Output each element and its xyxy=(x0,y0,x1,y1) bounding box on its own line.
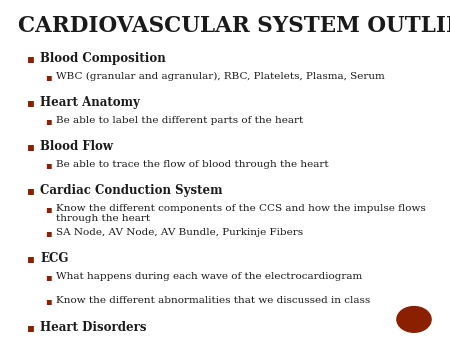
Text: ▪: ▪ xyxy=(45,72,52,82)
Text: ▪: ▪ xyxy=(27,96,35,109)
Text: Heart Disorders: Heart Disorders xyxy=(40,321,147,334)
Text: WBC (granular and agranular), RBC, Platelets, Plasma, Serum: WBC (granular and agranular), RBC, Plate… xyxy=(56,72,385,81)
Text: ▪: ▪ xyxy=(45,228,52,238)
Text: ▪: ▪ xyxy=(27,252,35,265)
Text: Be able to label the different parts of the heart: Be able to label the different parts of … xyxy=(56,116,303,125)
Text: ▪: ▪ xyxy=(27,52,35,65)
Text: SA Node, AV Node, AV Bundle, Purkinje Fibers: SA Node, AV Node, AV Bundle, Purkinje Fi… xyxy=(56,228,303,237)
Text: ECG: ECG xyxy=(40,252,69,265)
Text: Know the different abnormalities that we discussed in class: Know the different abnormalities that we… xyxy=(56,296,370,306)
Text: ▪: ▪ xyxy=(27,184,35,197)
Text: Blood Flow: Blood Flow xyxy=(40,140,113,153)
Text: ▪: ▪ xyxy=(45,296,52,307)
Circle shape xyxy=(397,307,431,332)
Text: Know the different components of the CCS and how the impulse flows
through the h: Know the different components of the CCS… xyxy=(56,204,426,223)
Text: ▪: ▪ xyxy=(45,204,52,214)
Text: ▪: ▪ xyxy=(27,140,35,153)
Text: ▪: ▪ xyxy=(45,160,52,170)
Text: Heart Anatomy: Heart Anatomy xyxy=(40,96,140,109)
Text: ▪: ▪ xyxy=(27,321,35,334)
Text: Blood Composition: Blood Composition xyxy=(40,52,166,65)
Text: ▪: ▪ xyxy=(45,116,52,126)
Text: CARDIOVASCULAR SYSTEM OUTLINE: CARDIOVASCULAR SYSTEM OUTLINE xyxy=(18,15,450,37)
Text: Be able to trace the flow of blood through the heart: Be able to trace the flow of blood throu… xyxy=(56,160,329,169)
Text: What happens during each wave of the electrocardiogram: What happens during each wave of the ele… xyxy=(56,272,363,281)
Text: ▪: ▪ xyxy=(45,272,52,282)
Text: Cardiac Conduction System: Cardiac Conduction System xyxy=(40,184,223,197)
